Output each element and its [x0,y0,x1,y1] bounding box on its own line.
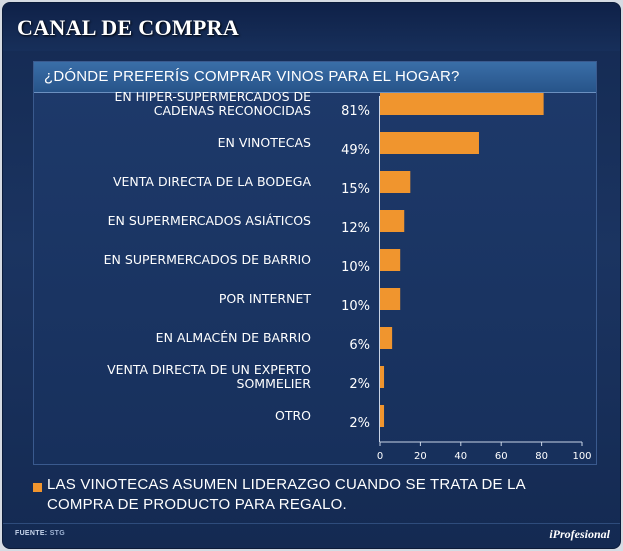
value-label-2: 49% [341,143,370,158]
chart-panel: ¿DÓNDE PREFERÍS COMPRAR VINOS PARA EL HO… [33,61,597,465]
value-label-4: 12% [341,221,370,236]
page-title: CANAL DE COMPRA [17,15,240,40]
category-label-2-line-1: EN VINOTECAS [218,135,311,150]
category-label-1-line-1: EN HIPER-SUPERMERCADOS DE [114,92,311,104]
note-bullet [33,483,42,492]
bar-8 [380,366,385,388]
bar-2 [380,132,479,154]
source-credit: FUENTE: STG [15,530,65,537]
value-label-9: 2% [349,416,370,431]
x-tick-label-3: 40 [454,451,467,462]
bar-7 [380,327,393,349]
bar-6 [380,288,401,310]
x-tick-label-1: 0 [377,451,383,462]
value-label-5: 10% [341,260,370,275]
value-label-3: 15% [341,182,370,197]
category-label-4-line-1: EN SUPERMERCADOS ASIÁTICOS [108,213,311,228]
header-band: CANAL DE COMPRA [3,3,620,51]
value-label-6: 10% [341,299,370,314]
category-label-5-line-1: EN SUPERMERCADOS DE BARRIO [104,252,312,267]
value-label-1: 81% [341,104,370,119]
value-label-7: 6% [349,338,370,353]
brand-logo: iProfesional [549,527,610,541]
x-tick-label-4: 60 [495,451,508,462]
bar-9 [380,405,385,427]
category-label-1-line-2: CADENAS RECONOCIDAS [154,103,311,118]
category-label-8-line-1: VENTA DIRECTA DE UN EXPERTO [107,362,311,377]
source-value: STG [49,530,65,537]
category-label-8-line-2: SOMMELIER [237,376,312,391]
category-label-3-line-1: VENTA DIRECTA DE LA BODEGA [113,174,311,189]
category-label-7-line-1: EN ALMACÉN DE BARRIO [156,330,311,345]
x-tick-label-6: 100 [572,451,591,462]
question-bar: ¿DÓNDE PREFERÍS COMPRAR VINOS PARA EL HO… [34,62,596,93]
bar-3 [380,171,411,193]
bar-1 [380,93,544,115]
x-tick-label-2: 20 [414,451,427,462]
footer-divider [3,523,620,524]
bar-5 [380,249,401,271]
category-label-9-line-1: OTRO [275,408,311,423]
source-label: FUENTE: [15,530,48,537]
value-label-8: 2% [349,377,370,392]
chart-title: ¿DÓNDE PREFERÍS COMPRAR VINOS PARA EL HO… [44,68,460,85]
category-label-6-line-1: POR INTERNET [219,291,312,306]
x-tick-label-5: 80 [535,451,548,462]
bar-4 [380,210,405,232]
footnote: LAS VINOTECAS ASUMEN LIDERAZGO CUANDO SE… [47,476,526,513]
